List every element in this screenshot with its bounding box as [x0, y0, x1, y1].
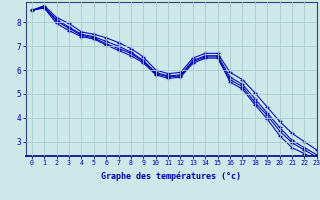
- X-axis label: Graphe des températures (°c): Graphe des températures (°c): [101, 172, 241, 181]
